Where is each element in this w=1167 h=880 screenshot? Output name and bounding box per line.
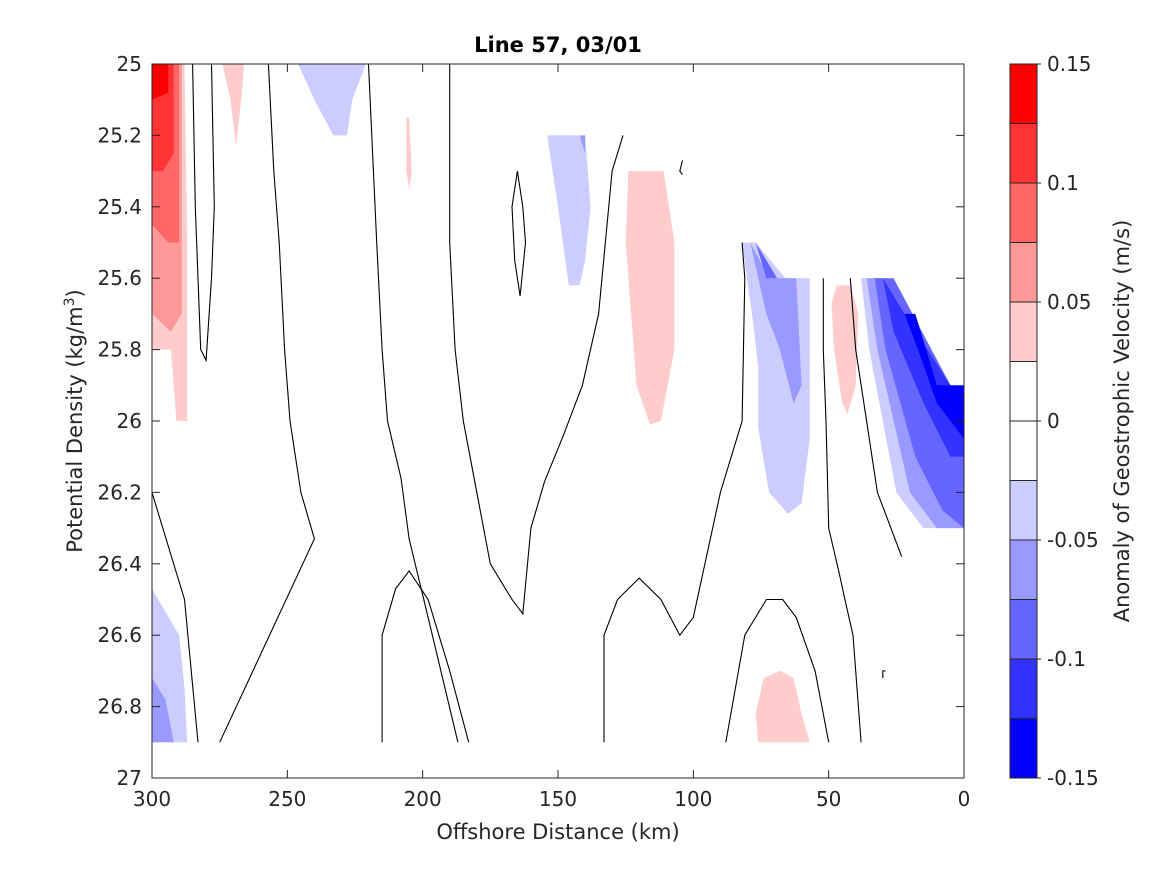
colorbar-swatch — [1010, 540, 1037, 600]
zero-contour-12 — [679, 160, 684, 176]
chart-title: Line 57, 03/01 — [474, 33, 642, 57]
x-tick-label: 150 — [539, 787, 577, 811]
contour-fill-pos-mid-118 — [625, 171, 675, 425]
contour-fill-neg-mid-145 — [547, 135, 591, 286]
contour-lines — [151, 63, 903, 743]
contour-fill-neg-top-240 — [298, 64, 366, 136]
y-tick-label: 27 — [117, 766, 142, 790]
contour-fill-neg-east-4 — [882, 278, 964, 457]
zero-contour-6 — [511, 171, 527, 297]
zero-contour-9 — [725, 598, 830, 743]
zero-contour-7 — [381, 569, 470, 743]
colorbar-tick-label: 0.15 — [1047, 52, 1092, 76]
zero-contour-11 — [849, 278, 903, 557]
y-tick-label: 25.2 — [97, 123, 142, 147]
colorbar-swatch — [1010, 718, 1037, 778]
contour-fills — [152, 64, 964, 743]
contour-fill-neg-bottom-west-b — [152, 678, 174, 743]
colorbar-swatch — [1010, 64, 1037, 124]
zero-contour-4 — [367, 63, 459, 743]
x-tick-label: 0 — [958, 787, 971, 811]
y-axis-label-main: Potential Density (kg/m — [63, 306, 87, 552]
contour-fill-pos-bottom-70 — [755, 670, 810, 743]
colorbar-tick-label: -0.05 — [1047, 528, 1099, 552]
y-axis-label: Potential Density (kg/m3) — [62, 289, 87, 553]
colorbar-tick-label: 0.05 — [1047, 290, 1092, 314]
x-axis-label: Offshore Distance (km) — [436, 820, 679, 844]
contour-fill-west-edge-pos-5 — [152, 64, 169, 100]
colorbar-swatch — [1010, 480, 1037, 540]
contour-fill-neg-east-5 — [904, 313, 964, 439]
zero-contour-13 — [882, 670, 886, 678]
zero-contour-5 — [449, 64, 624, 616]
colorbar-swatch — [1010, 242, 1037, 302]
zero-contour-2 — [219, 63, 315, 743]
colorbar-swatch — [1010, 183, 1037, 243]
x-tick-label: 50 — [816, 787, 841, 811]
y-tick-label: 26.6 — [97, 623, 142, 647]
colorbar-label: Anomaly of Geostrophic Velocity (m/s) — [1110, 220, 1134, 623]
y-axis-label-sup: 3 — [62, 297, 78, 306]
x-tick-label: 250 — [268, 787, 306, 811]
x-tick-label: 200 — [404, 787, 442, 811]
y-tick-label: 25.6 — [97, 266, 142, 290]
zero-contour-10 — [822, 278, 862, 743]
colorbar-swatch — [1010, 302, 1037, 362]
contour-fill-pos-sliver-205 — [406, 117, 412, 189]
zero-contour-3 — [151, 492, 199, 743]
y-axis-label-close: ) — [63, 289, 87, 297]
y-tick-label: 26.4 — [97, 552, 142, 576]
contour-fill-neg-east-3 — [874, 278, 964, 529]
colorbar-tick-label: -0.15 — [1047, 766, 1099, 790]
x-tick-label: 300 — [133, 787, 171, 811]
colorbar-swatch — [1010, 361, 1037, 421]
contour-fill-pos-small-270 — [222, 64, 244, 147]
colorbar-tick-label: 0.1 — [1047, 171, 1079, 195]
axes: 300 250 200 150 100 50 0 25 25.2 25.4 25.6 25.8 26 26… — [97, 52, 970, 811]
contour-fill-neg-right-70-c — [755, 242, 778, 279]
colorbar-swatch — [1010, 599, 1037, 659]
zero-contour-8 — [603, 242, 746, 743]
y-tick-label: 26.8 — [97, 695, 142, 719]
colorbar: 0.15 0.1 0.05 0 -0.05 -0.1 -0.15 — [1009, 52, 1099, 790]
y-tick-label: 26 — [117, 409, 142, 433]
colorbar-swatch — [1010, 123, 1037, 183]
colorbar-tick-label: 0 — [1047, 409, 1060, 433]
colorbar-swatch — [1010, 421, 1037, 481]
y-tick-label: 25 — [117, 52, 142, 76]
y-tick-label: 25.4 — [97, 195, 142, 219]
zero-contour-1 — [192, 63, 215, 363]
colorbar-tick-label: -0.1 — [1047, 647, 1086, 671]
y-tick-label: 25.8 — [97, 338, 142, 362]
contour-fill-neg-right-70-b — [750, 242, 802, 404]
contour-fill-neg-mid-145-b — [579, 135, 586, 154]
contour-fill-pos-right-45 — [831, 285, 859, 414]
y-tick-label: 26.2 — [97, 480, 142, 504]
colorbar-swatch — [1010, 659, 1037, 719]
x-tick-label: 100 — [674, 787, 712, 811]
